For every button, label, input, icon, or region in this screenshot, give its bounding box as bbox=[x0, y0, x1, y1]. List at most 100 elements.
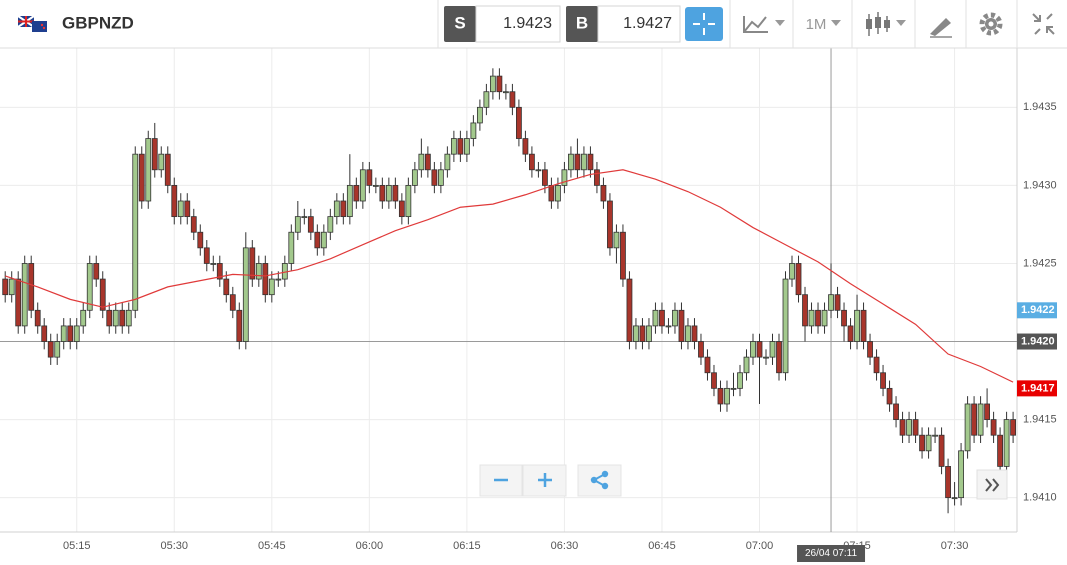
chevrons[interactable] bbox=[985, 478, 1000, 492]
chart-type-button[interactable] bbox=[866, 12, 906, 36]
candle-body bbox=[255, 263, 262, 280]
timeframe-button[interactable]: 1M bbox=[806, 16, 841, 33]
candle-body bbox=[93, 263, 100, 280]
buy-button[interactable]: B 1.9427 bbox=[566, 5, 681, 43]
gear-hole[interactable] bbox=[988, 21, 994, 27]
candle-body bbox=[275, 278, 282, 281]
flag-uk-red bbox=[18, 16, 34, 27]
price-marker-label: 1.9417 bbox=[1021, 382, 1055, 394]
candle-body bbox=[346, 184, 353, 218]
candle-body bbox=[620, 231, 626, 280]
candle-body bbox=[190, 216, 197, 233]
share-dot[interactable] bbox=[601, 470, 609, 478]
candle-body bbox=[54, 341, 61, 358]
moving-average bbox=[5, 169, 1014, 383]
crosshair-button[interactable] bbox=[685, 7, 723, 41]
settings-button[interactable] bbox=[979, 12, 1003, 36]
candle-body bbox=[242, 247, 249, 342]
candle-body bbox=[750, 341, 756, 358]
collapse-button[interactable] bbox=[1032, 13, 1055, 35]
candle-body bbox=[457, 138, 464, 155]
candle-body bbox=[418, 153, 425, 171]
candle-body bbox=[106, 309, 113, 327]
sell-tag[interactable] bbox=[444, 6, 476, 42]
candle-body bbox=[164, 153, 171, 186]
candle-body bbox=[873, 356, 880, 374]
candle-body bbox=[392, 184, 399, 202]
indicator-icon[interactable] bbox=[743, 16, 768, 33]
draw-button[interactable] bbox=[930, 18, 952, 38]
candle-body bbox=[151, 138, 158, 171]
collapse-icon[interactable] bbox=[1032, 13, 1055, 35]
buy-tag[interactable] bbox=[566, 6, 598, 42]
candle-body bbox=[431, 169, 438, 186]
indicator-button[interactable] bbox=[743, 16, 785, 33]
pencil-icon[interactable] bbox=[930, 18, 951, 36]
sell-button[interactable]: S 1.9423 bbox=[444, 5, 561, 43]
candle-body bbox=[47, 341, 54, 358]
buy-price[interactable]: 1.9427 bbox=[623, 15, 672, 32]
gear-icon[interactable] bbox=[979, 12, 1003, 36]
x-tick-label: 06:45 bbox=[648, 540, 676, 552]
candle-icon[interactable] bbox=[866, 19, 872, 29]
share-dot[interactable] bbox=[601, 482, 609, 490]
candle-body bbox=[808, 309, 815, 327]
candle-body bbox=[906, 419, 912, 436]
candle-body bbox=[502, 91, 509, 94]
candle-body bbox=[613, 231, 620, 249]
candle-body bbox=[99, 278, 106, 311]
sell-price[interactable]: 1.9423 bbox=[503, 15, 552, 32]
candle-body bbox=[372, 184, 379, 187]
dropdown-arrow[interactable] bbox=[775, 20, 785, 26]
candle-body bbox=[516, 106, 522, 139]
candle-body bbox=[672, 309, 678, 327]
candle-body bbox=[483, 91, 490, 108]
price-marker-label: 1.9422 bbox=[1021, 304, 1055, 316]
candle-icon[interactable] bbox=[875, 17, 881, 28]
candle-body bbox=[509, 91, 516, 108]
buy-price-box[interactable] bbox=[597, 5, 681, 43]
timeframe[interactable]: 1M bbox=[806, 16, 827, 33]
y-tick-label: 1.9410 bbox=[1023, 492, 1057, 504]
dropdown-arrow[interactable] bbox=[896, 20, 906, 26]
candle-body bbox=[782, 278, 789, 374]
plus-icon[interactable] bbox=[538, 473, 552, 487]
x-tick-label: 06:15 bbox=[453, 540, 481, 552]
candle-body bbox=[971, 403, 977, 436]
candle-body bbox=[320, 231, 327, 249]
candle-body bbox=[496, 75, 503, 93]
candle-body bbox=[86, 263, 93, 311]
candle-body bbox=[886, 387, 893, 405]
candle-body bbox=[28, 263, 35, 311]
candle-body bbox=[919, 434, 925, 452]
candle-body bbox=[938, 434, 945, 467]
candle-body bbox=[15, 278, 22, 327]
sell-label[interactable]: S bbox=[454, 13, 465, 32]
candle-body bbox=[463, 138, 470, 155]
crosshair-icon[interactable] bbox=[693, 13, 715, 35]
candle-body bbox=[366, 169, 373, 186]
candle-body bbox=[67, 325, 74, 342]
dropdown-arrow[interactable] bbox=[831, 20, 841, 26]
candle-body bbox=[912, 419, 919, 436]
candle-body bbox=[450, 138, 457, 155]
crosshair-button-bg[interactable] bbox=[685, 7, 723, 41]
candle-body bbox=[177, 200, 184, 218]
scroll-latest-bg[interactable] bbox=[976, 469, 1008, 500]
candle-body bbox=[555, 184, 561, 202]
sell-price-box[interactable] bbox=[475, 5, 561, 43]
candle-body bbox=[262, 263, 269, 296]
candle-body bbox=[867, 341, 873, 358]
scroll-latest[interactable] bbox=[976, 469, 1008, 500]
candle-body bbox=[821, 309, 828, 327]
share[interactable] bbox=[577, 464, 622, 497]
plot-area: 1.9410 1.9415 1.9420 1.9425 1.9430 1.9435 05:1… bbox=[0, 48, 1057, 562]
buy-label[interactable]: B bbox=[576, 13, 588, 32]
candle-icon[interactable] bbox=[884, 20, 890, 28]
zoom-controls[interactable] bbox=[479, 464, 622, 497]
candle-body bbox=[977, 403, 984, 436]
candle-body bbox=[535, 169, 542, 172]
candle-body bbox=[437, 169, 444, 186]
share-dot[interactable] bbox=[590, 476, 598, 484]
candle-body bbox=[899, 419, 906, 436]
